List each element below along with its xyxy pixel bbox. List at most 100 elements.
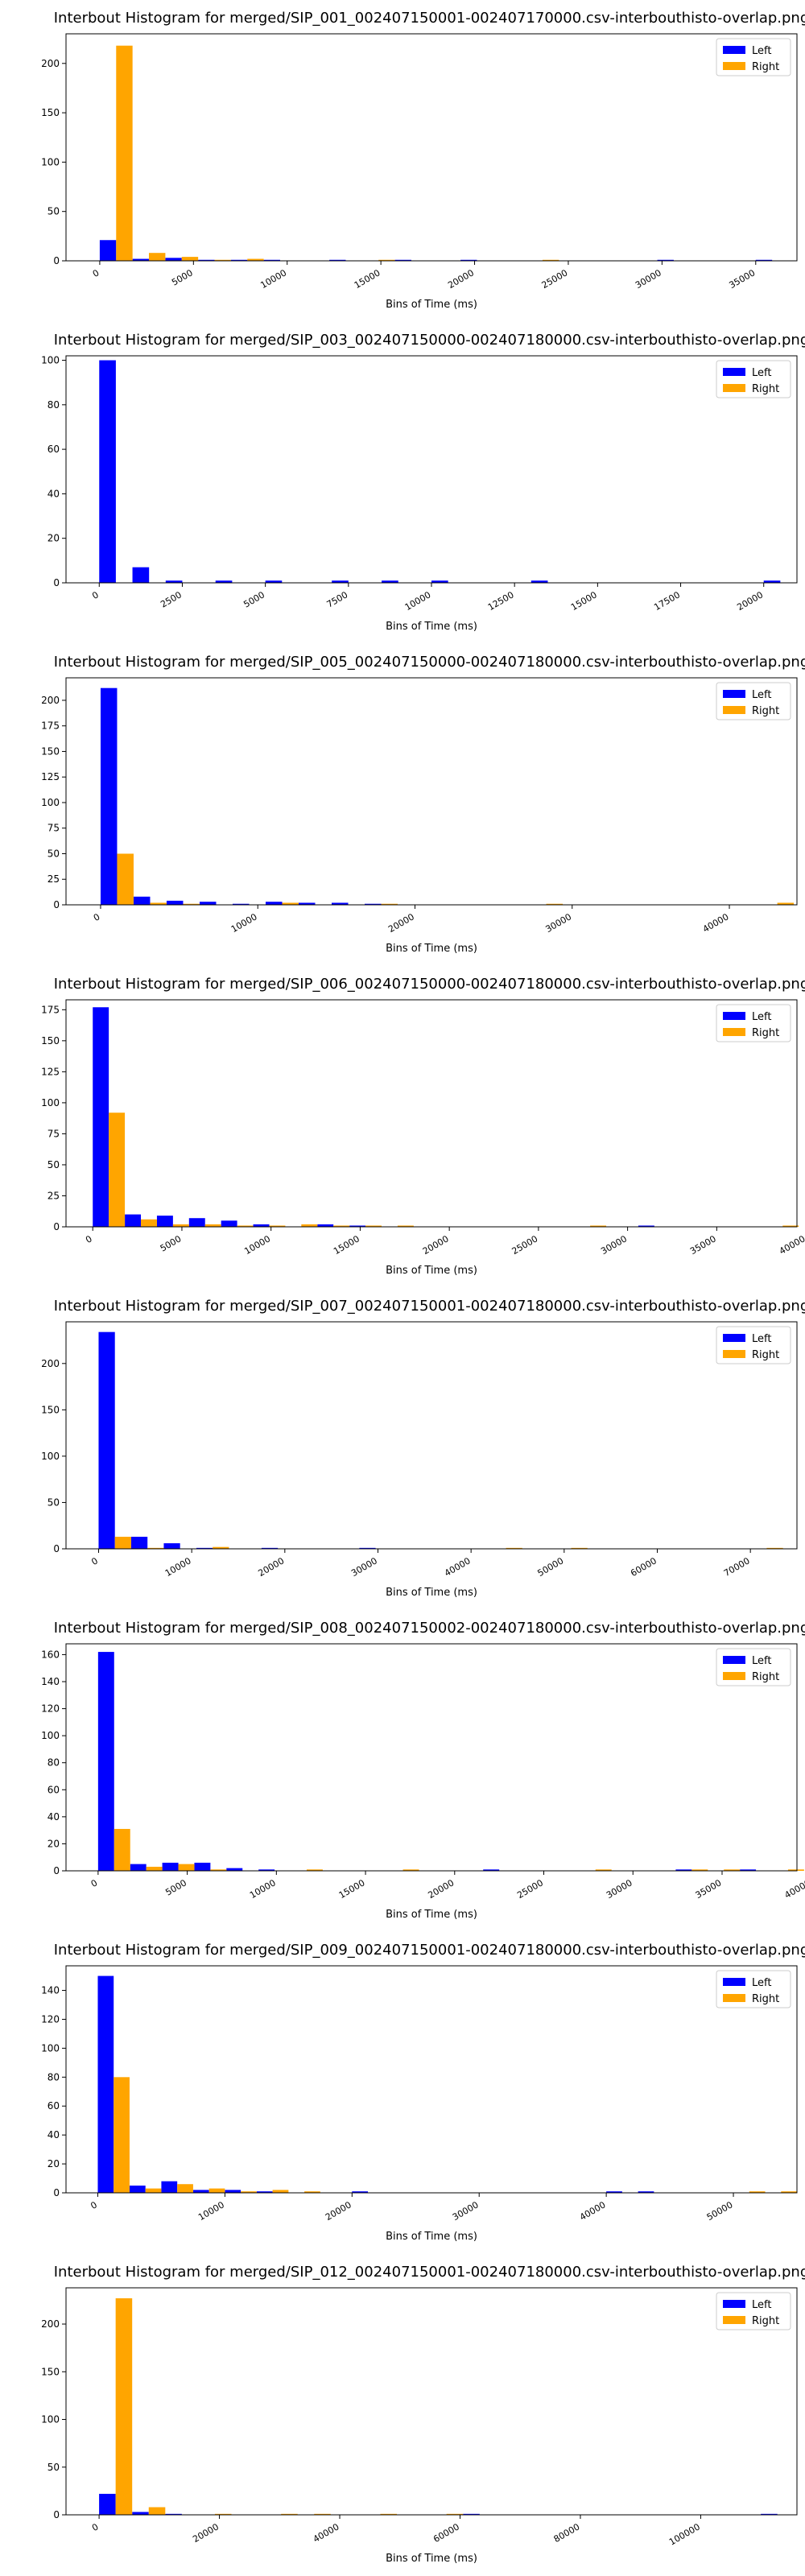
x-tick-label: 30000 (543, 911, 573, 935)
y-tick-label: 20 (47, 533, 60, 544)
legend-swatch-left (723, 1656, 745, 1664)
legend-label-left: Left (752, 1977, 771, 1989)
bar-right (766, 1547, 783, 1549)
bar-left (483, 1869, 500, 1871)
chart-panel-4: Interbout Histogram for merged/SIP_006_0… (41, 976, 805, 1277)
x-tick-label: 20000 (735, 589, 765, 613)
plot-frame (65, 355, 798, 584)
bar-left (329, 259, 346, 261)
bar-left (194, 1862, 211, 1871)
x-tick-label: 20000 (324, 2199, 353, 2223)
bar-left (638, 1225, 654, 1227)
bar-right (546, 903, 564, 905)
x-tick-label: 10000 (163, 1555, 193, 1579)
chart-title: Interbout Histogram for merged/SIP_005_0… (54, 654, 805, 671)
bar-left (99, 2493, 116, 2515)
y-tick-label: 150 (41, 745, 60, 757)
legend-swatch-left (723, 1334, 745, 1342)
bar-right (146, 1866, 163, 1871)
y-tick-label: 150 (41, 1404, 60, 1415)
legend-label-right: Right (752, 1027, 779, 1039)
x-axis-label: Bins of Time (ms) (386, 2231, 477, 2243)
bar-right (269, 1225, 286, 1227)
bar-left (352, 2191, 369, 2193)
y-tick-label: 200 (41, 2318, 60, 2330)
plot-frame (65, 1643, 798, 1872)
y-tick-label: 50 (47, 206, 60, 217)
x-tick-label: 15000 (353, 267, 382, 291)
y-tick-label: 100 (41, 797, 60, 808)
bar-left (463, 2513, 480, 2515)
y-tick-label: 75 (47, 823, 60, 834)
legend-label-right: Right (752, 1993, 779, 2005)
bar-left (317, 1224, 334, 1227)
x-tick-label: 40000 (578, 2199, 608, 2223)
bar-right (782, 1225, 799, 1227)
x-tick-label: 40000 (701, 911, 731, 935)
x-tick-label: 10000 (258, 267, 288, 291)
x-tick-label: 20000 (426, 1877, 456, 1901)
bar-right (272, 2190, 289, 2193)
legend-label-right: Right (752, 383, 779, 395)
bar-left (162, 1862, 179, 1871)
plot-frame (65, 1965, 798, 2194)
legend-label-left: Left (752, 1333, 771, 1345)
bar-right (691, 1869, 708, 1871)
x-tick-label: 20000 (257, 1555, 287, 1579)
bar-left (225, 2190, 242, 2193)
bar-left (606, 2191, 622, 2193)
bar-right (177, 2184, 193, 2193)
y-tick-label: 75 (47, 1128, 60, 1139)
y-tick-label: 100 (41, 1097, 60, 1108)
legend-label-left: Left (752, 689, 771, 701)
y-tick-label: 40 (47, 2129, 60, 2140)
bar-left (365, 903, 382, 905)
bar-left (265, 580, 283, 583)
bar-left (349, 1225, 366, 1227)
legend: Left Right (716, 1648, 791, 1686)
y-tick-label: 140 (41, 1985, 60, 1996)
bar-left (192, 2190, 209, 2193)
bar-right (181, 257, 199, 261)
bar-left (394, 259, 411, 261)
bar-left (130, 1864, 147, 1871)
y-tick-label: 100 (41, 156, 60, 167)
x-axis-label: Bins of Time (ms) (386, 1909, 477, 1921)
y-tick-label: 0 (53, 577, 60, 588)
bar-left (460, 259, 477, 261)
bar-right (141, 1219, 157, 1227)
chart-panel-6: Interbout Histogram for merged/SIP_008_0… (41, 1620, 805, 1921)
bar-left (165, 2513, 182, 2515)
x-tick-label: 80000 (552, 2521, 582, 2545)
bar-right (365, 1225, 382, 1227)
bar-right (149, 253, 166, 261)
bar-right (145, 2188, 162, 2193)
bar-right (542, 259, 559, 261)
legend-label-right: Right (752, 705, 779, 717)
bar-right (590, 1225, 607, 1227)
bar-left (382, 580, 398, 583)
legend-label-left: Left (752, 1655, 771, 1667)
x-tick-label: 30000 (349, 1555, 379, 1579)
bar-left (198, 259, 215, 261)
bar-right (306, 1869, 323, 1871)
bar-left (132, 258, 150, 261)
y-tick-label: 125 (41, 1066, 60, 1077)
y-tick-label: 100 (41, 2414, 60, 2425)
bar-left (98, 1331, 115, 1549)
legend-label-right: Right (752, 61, 779, 73)
y-tick-label: 0 (53, 2509, 60, 2520)
legend-swatch-right (723, 1350, 745, 1358)
x-tick-label: 5000 (159, 1233, 184, 1253)
legend-label-left: Left (752, 2299, 771, 2311)
y-tick-label: 120 (41, 2013, 60, 2025)
x-tick-label: 35000 (694, 1877, 724, 1901)
legend-swatch-left (723, 46, 745, 54)
x-tick-label: 5000 (163, 1877, 188, 1897)
bar-right (304, 2191, 320, 2193)
y-tick-label: 125 (41, 771, 60, 782)
bar-left (97, 1975, 114, 2193)
x-tick-label: 20000 (446, 267, 476, 291)
legend: Left Right (716, 38, 791, 76)
x-tick-label: 5000 (242, 589, 266, 609)
